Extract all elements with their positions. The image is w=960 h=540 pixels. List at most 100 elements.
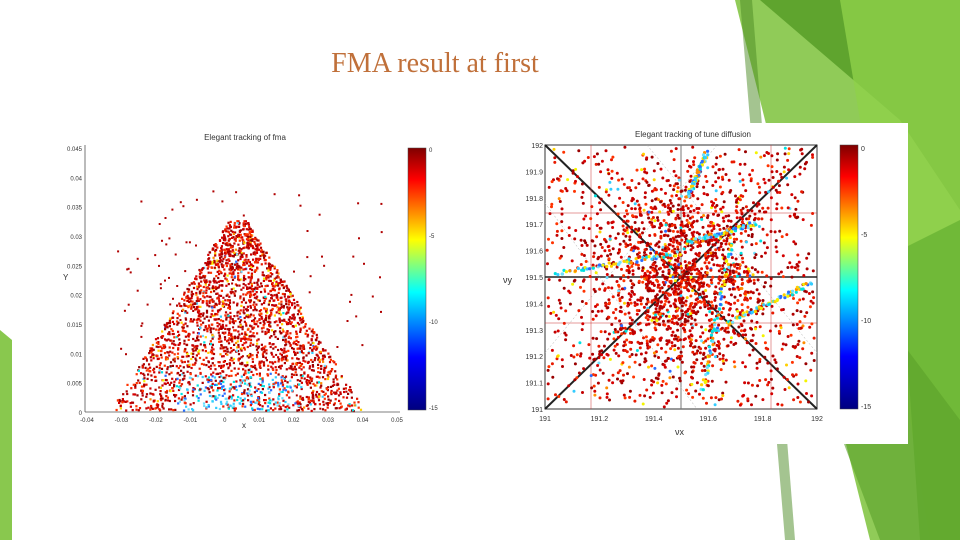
fma-point [217, 318, 220, 321]
tune-point [764, 190, 768, 194]
tune-point [660, 391, 664, 395]
tune-point [546, 296, 550, 300]
fma-point [228, 301, 232, 304]
tune-point [701, 290, 705, 294]
fma-point [159, 393, 162, 396]
tune-point [793, 266, 797, 270]
tune-point [687, 315, 691, 319]
fma-point [306, 375, 309, 378]
tune-point [673, 286, 677, 289]
fma-point [285, 300, 288, 303]
fma-point [337, 394, 341, 397]
tune-point [689, 210, 692, 213]
fma-point [184, 322, 187, 325]
fma-point [328, 370, 331, 373]
tune-point [664, 359, 668, 363]
fma-point [254, 386, 257, 389]
tune-point [807, 400, 810, 404]
fma-point [319, 341, 322, 344]
tune-point [641, 240, 645, 244]
tune-point [596, 381, 600, 385]
fma-point [299, 344, 302, 347]
fma-point [216, 270, 219, 273]
fma-point [239, 381, 242, 384]
tune-point [744, 205, 748, 209]
tune-point [620, 267, 623, 271]
fma-point [279, 313, 283, 316]
fma-point [167, 332, 170, 335]
tune-point [758, 191, 762, 195]
fma-point [340, 405, 343, 408]
tune-point [769, 196, 773, 200]
fma-point [259, 361, 262, 364]
fma-point [183, 299, 186, 302]
tune-point [661, 273, 665, 277]
tune-point [809, 368, 813, 372]
tune-point [659, 234, 663, 238]
tune-point [719, 267, 723, 271]
fma-point [196, 324, 199, 327]
tune-point [754, 151, 758, 155]
fma-point [255, 309, 258, 312]
tune-point [648, 345, 651, 349]
fma-point [255, 354, 258, 357]
fma-point [274, 407, 277, 410]
tune-point [722, 362, 726, 365]
fma-point [278, 317, 281, 320]
fma-point [236, 220, 239, 223]
fma-point [178, 314, 181, 317]
fma-point [225, 402, 228, 405]
fma-point [192, 349, 195, 353]
tune-point [635, 168, 639, 172]
fma-point [249, 301, 252, 304]
fma-point [130, 401, 134, 404]
tune-point [699, 244, 702, 248]
fma-point [237, 367, 240, 370]
tune-point [758, 379, 762, 382]
fma-point [283, 295, 286, 298]
fma-point [267, 303, 270, 306]
tune-point [687, 289, 691, 293]
tune-point [651, 391, 655, 395]
fma-point [267, 292, 270, 295]
tune-point [677, 287, 681, 291]
fma-point [177, 402, 180, 405]
fma-point [223, 274, 226, 277]
tune-point [578, 341, 582, 345]
fma-point [298, 361, 302, 364]
fma-y-tick-label: 0 [79, 411, 83, 417]
tune-point [714, 162, 718, 166]
fma-point [255, 257, 258, 260]
tune-point [797, 260, 801, 264]
fma-point [279, 367, 282, 370]
fma-point [208, 287, 211, 290]
tune-point [622, 393, 626, 397]
fma-point [231, 265, 234, 268]
fma-point [292, 362, 295, 365]
fma-point [197, 352, 200, 355]
fma-point [215, 406, 218, 409]
fma-point [221, 230, 225, 233]
tune-point [707, 284, 711, 288]
fma-point [168, 276, 170, 279]
tune-point [610, 158, 613, 162]
tune-point [643, 170, 647, 174]
tune-point [689, 174, 693, 178]
tune-point [729, 293, 733, 297]
fma-point [143, 374, 146, 377]
tune-point [766, 383, 770, 387]
fma-point [337, 387, 340, 390]
fma-point [168, 383, 171, 386]
fma-point [299, 379, 302, 382]
tune-point [577, 371, 581, 375]
fma-point [281, 280, 284, 283]
tune-point [592, 251, 596, 255]
tune-point [666, 399, 670, 403]
fma-point [281, 292, 284, 296]
tune-point [657, 372, 661, 376]
tune-point [615, 280, 619, 283]
fma-point [205, 327, 208, 331]
tune-point [683, 371, 687, 375]
fma-point [168, 237, 171, 240]
tune-point [737, 334, 741, 338]
